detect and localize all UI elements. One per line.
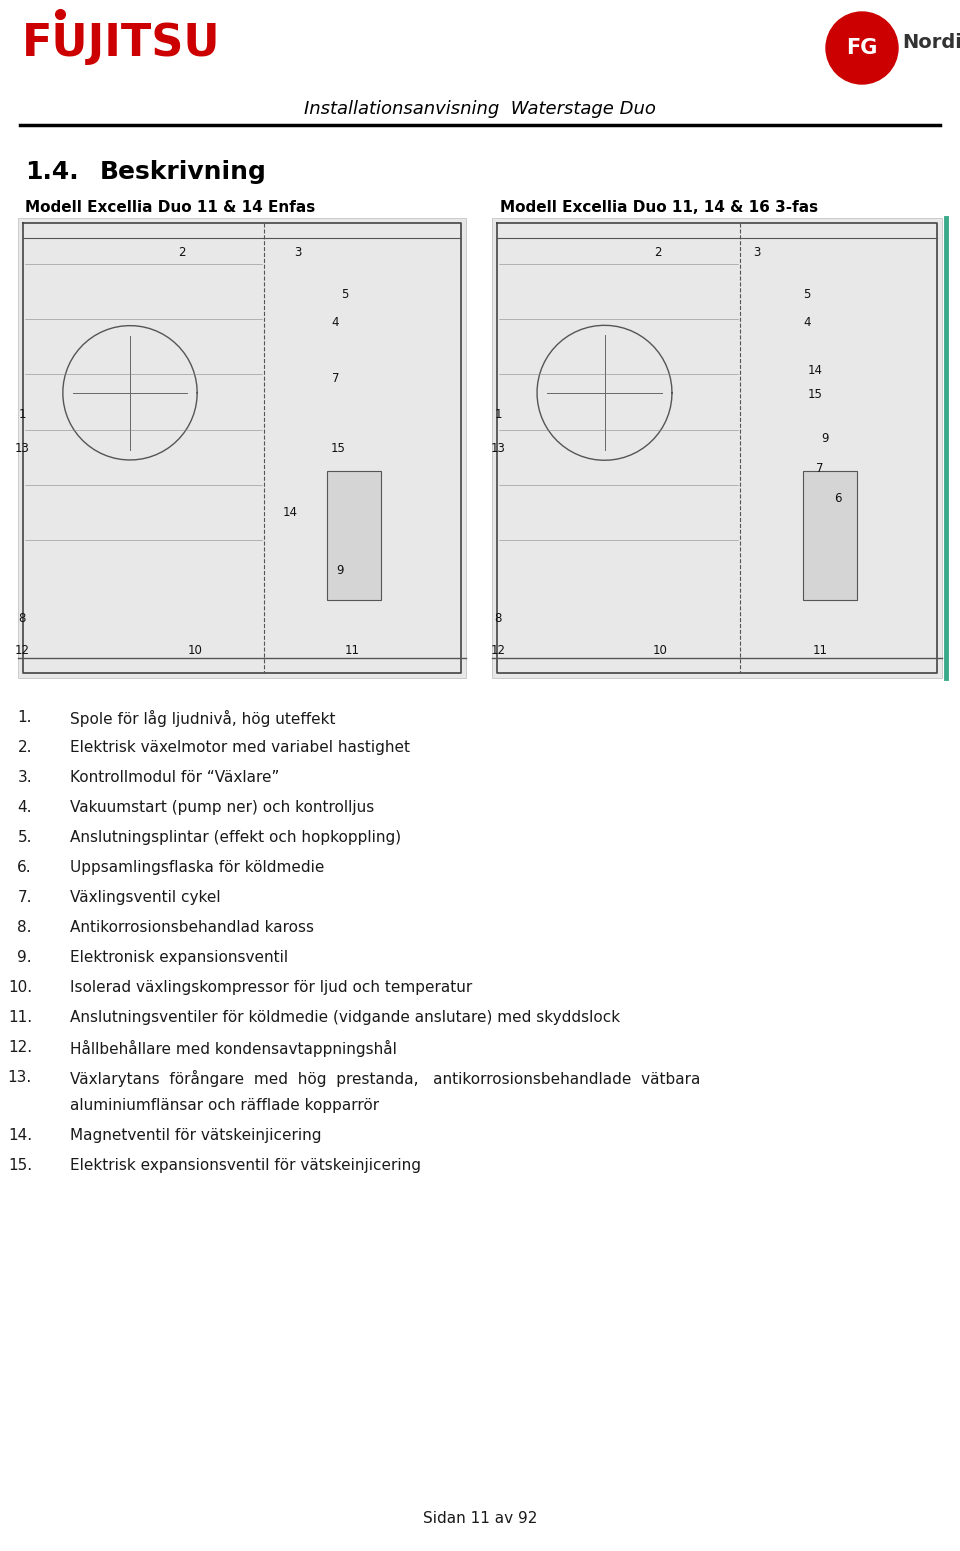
Text: Nordic: Nordic: [902, 34, 960, 53]
Text: 4: 4: [804, 315, 811, 329]
Text: 4: 4: [331, 315, 339, 329]
Bar: [18, 219, 466, 678]
Text: 6: 6: [834, 492, 842, 504]
Text: 13.: 13.: [8, 1070, 32, 1086]
Text: 7.: 7.: [17, 890, 32, 904]
Text: FG: FG: [847, 39, 877, 57]
Text: 10.: 10.: [8, 980, 32, 996]
Text: 1: 1: [494, 408, 502, 422]
Text: Magnetventil för vätskeinjicering: Magnetventil för vätskeinjicering: [70, 1128, 322, 1143]
Text: 9: 9: [336, 563, 344, 577]
Text: 15.: 15.: [8, 1159, 32, 1173]
Text: 11.: 11.: [8, 1010, 32, 1025]
Text: 13: 13: [14, 442, 30, 454]
Text: 11: 11: [345, 644, 359, 656]
Text: 15: 15: [807, 388, 823, 402]
Text: aluminiumflänsar och räfflade kopparrör: aluminiumflänsar och räfflade kopparrör: [70, 1098, 379, 1114]
Text: 10: 10: [187, 644, 203, 656]
Text: Elektrisk växelmotor med variabel hastighet: Elektrisk växelmotor med variabel hastig…: [70, 740, 410, 755]
Circle shape: [826, 12, 898, 84]
Text: Antikorrosionsbehandlad kaross: Antikorrosionsbehandlad kaross: [70, 920, 314, 935]
Text: 2: 2: [179, 245, 185, 259]
Text: Spole för låg ljudnivå, hög uteffekt: Spole för låg ljudnivå, hög uteffekt: [70, 710, 335, 727]
Text: 7: 7: [332, 372, 340, 385]
Text: 6.: 6.: [17, 859, 32, 875]
Text: Beskrivning: Beskrivning: [100, 160, 267, 185]
Text: 5: 5: [342, 288, 348, 301]
Text: Modell Excellia Duo 11, 14 & 16 3-fas: Modell Excellia Duo 11, 14 & 16 3-fas: [500, 200, 818, 216]
Text: 14: 14: [282, 506, 298, 518]
Text: Uppsamlingsflaska för köldmedie: Uppsamlingsflaska för köldmedie: [70, 859, 324, 875]
Text: 14.: 14.: [8, 1128, 32, 1143]
Text: 2: 2: [655, 245, 661, 259]
Text: Anslutningsventiler för köldmedie (vidgande anslutare) med skyddslock: Anslutningsventiler för köldmedie (vidga…: [70, 1010, 620, 1025]
Text: 12: 12: [14, 644, 30, 656]
Text: Isolerad växlingskompressor för ljud och temperatur: Isolerad växlingskompressor för ljud och…: [70, 980, 472, 996]
Text: 1: 1: [18, 408, 26, 422]
Text: Elektronisk expansionsventil: Elektronisk expansionsventil: [70, 951, 288, 965]
Text: 4.: 4.: [17, 800, 32, 814]
Text: 13: 13: [491, 442, 505, 454]
Text: 3.: 3.: [17, 769, 32, 785]
Text: Modell Excellia Duo 11 & 14 Enfas: Modell Excellia Duo 11 & 14 Enfas: [25, 200, 315, 216]
Bar: [803, 472, 856, 600]
Text: 1.4.: 1.4.: [25, 160, 79, 185]
Text: 9.: 9.: [17, 951, 32, 965]
Text: Vakuumstart (pump ner) och kontrolljus: Vakuumstart (pump ner) och kontrolljus: [70, 800, 374, 814]
Text: Växlingsventil cykel: Växlingsventil cykel: [70, 890, 221, 904]
Text: Hållbehållare med kondensavtappningshål: Hållbehållare med kondensavtappningshål: [70, 1041, 396, 1058]
Text: 3: 3: [754, 245, 760, 259]
Text: Växlarytans  förångare  med  hög  prestanda,   antikorrosionsbehandlade  vätbara: Växlarytans förångare med hög prestanda,…: [70, 1070, 701, 1087]
Text: 9: 9: [821, 431, 828, 445]
Text: Sidan 11 av 92: Sidan 11 av 92: [422, 1511, 538, 1526]
Text: 12.: 12.: [8, 1041, 32, 1055]
Bar: [327, 472, 381, 600]
Text: 11: 11: [812, 644, 828, 656]
Text: 2.: 2.: [17, 740, 32, 755]
Text: 14: 14: [807, 363, 823, 377]
Text: 8: 8: [18, 611, 26, 625]
Text: 12: 12: [491, 644, 506, 656]
Text: Installationsanvisning  Waterstage Duo: Installationsanvisning Waterstage Duo: [304, 99, 656, 118]
Bar: [492, 219, 942, 678]
Text: 1.: 1.: [17, 710, 32, 724]
Text: 10: 10: [653, 644, 667, 656]
Text: Kontrollmodul för “Växlare”: Kontrollmodul för “Växlare”: [70, 769, 279, 785]
Text: FUJITSU: FUJITSU: [22, 22, 221, 65]
Text: 7: 7: [816, 462, 824, 475]
Text: Elektrisk expansionsventil för vätskeinjicering: Elektrisk expansionsventil för vätskeinj…: [70, 1159, 421, 1173]
Text: Anslutningsplintar (effekt och hopkoppling): Anslutningsplintar (effekt och hopkoppli…: [70, 830, 401, 845]
Text: 15: 15: [330, 442, 346, 454]
Text: 8.: 8.: [17, 920, 32, 935]
Text: 3: 3: [295, 245, 301, 259]
Text: 8: 8: [494, 611, 502, 625]
Text: 5.: 5.: [17, 830, 32, 845]
Text: 5: 5: [804, 288, 810, 301]
